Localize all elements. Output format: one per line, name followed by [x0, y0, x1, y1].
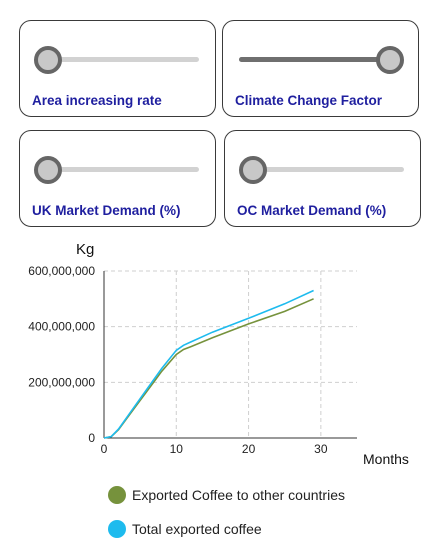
oc-demand-slider[interactable] — [239, 155, 404, 185]
x-tick-label: 20 — [242, 442, 256, 456]
chart-ticks: 0 10 20 30 0 200,000,000 400,000,000 600,000,00… — [28, 264, 328, 456]
legend-swatch-cyan — [108, 520, 126, 538]
legend-item-exported-other: Exported Coffee to other countries — [108, 486, 345, 504]
legend-item-total-exported: Total exported coffee — [108, 520, 262, 538]
slider-thumb[interactable] — [239, 156, 267, 184]
slider-thumb[interactable] — [34, 46, 62, 74]
legend-label: Exported Coffee to other countries — [132, 487, 345, 503]
legend-label: Total exported coffee — [132, 521, 262, 537]
area-rate-slider[interactable] — [34, 45, 199, 75]
y-tick-label: 400,000,000 — [28, 320, 95, 334]
slider-fill — [239, 57, 390, 62]
oc-demand-label: OC Market Demand (%) — [237, 203, 387, 218]
export-line-chart: Kg Months 0 10 20 30 0 200,000,000 400,000,000… — [28, 241, 409, 467]
area-rate-label: Area increasing rate — [32, 93, 162, 108]
climate-factor-slider[interactable] — [239, 45, 404, 75]
slider-track — [36, 167, 199, 172]
y-tick-label: 200,000,000 — [28, 375, 95, 389]
control-card-climate-factor: Climate Change Factor — [222, 20, 419, 117]
x-axis-label: Months — [363, 451, 409, 467]
uk-demand-label: UK Market Demand (%) — [32, 203, 181, 218]
x-tick-label: 30 — [314, 442, 328, 456]
climate-factor-label: Climate Change Factor — [235, 93, 383, 108]
chart-axes — [103, 271, 357, 439]
control-card-area-rate: Area increasing rate — [19, 20, 216, 117]
chart-lines — [103, 289, 314, 439]
chart-grid — [104, 270, 357, 438]
y-tick-label: 600,000,000 — [28, 264, 95, 278]
slider-thumb[interactable] — [34, 156, 62, 184]
y-axis-label: Kg — [76, 241, 94, 258]
control-card-oc-demand: OC Market Demand (%) — [224, 130, 421, 227]
y-tick-label: 0 — [88, 431, 95, 445]
slider-track — [36, 57, 199, 62]
legend-swatch-olive — [108, 486, 126, 504]
series-line-2 — [103, 289, 314, 439]
slider-thumb[interactable] — [376, 46, 404, 74]
uk-demand-slider[interactable] — [34, 155, 199, 185]
control-card-uk-demand: UK Market Demand (%) — [19, 130, 216, 227]
x-tick-label: 10 — [170, 442, 184, 456]
x-tick-label: 0 — [101, 442, 108, 456]
series-line-1 — [103, 298, 314, 439]
slider-track — [241, 167, 404, 172]
